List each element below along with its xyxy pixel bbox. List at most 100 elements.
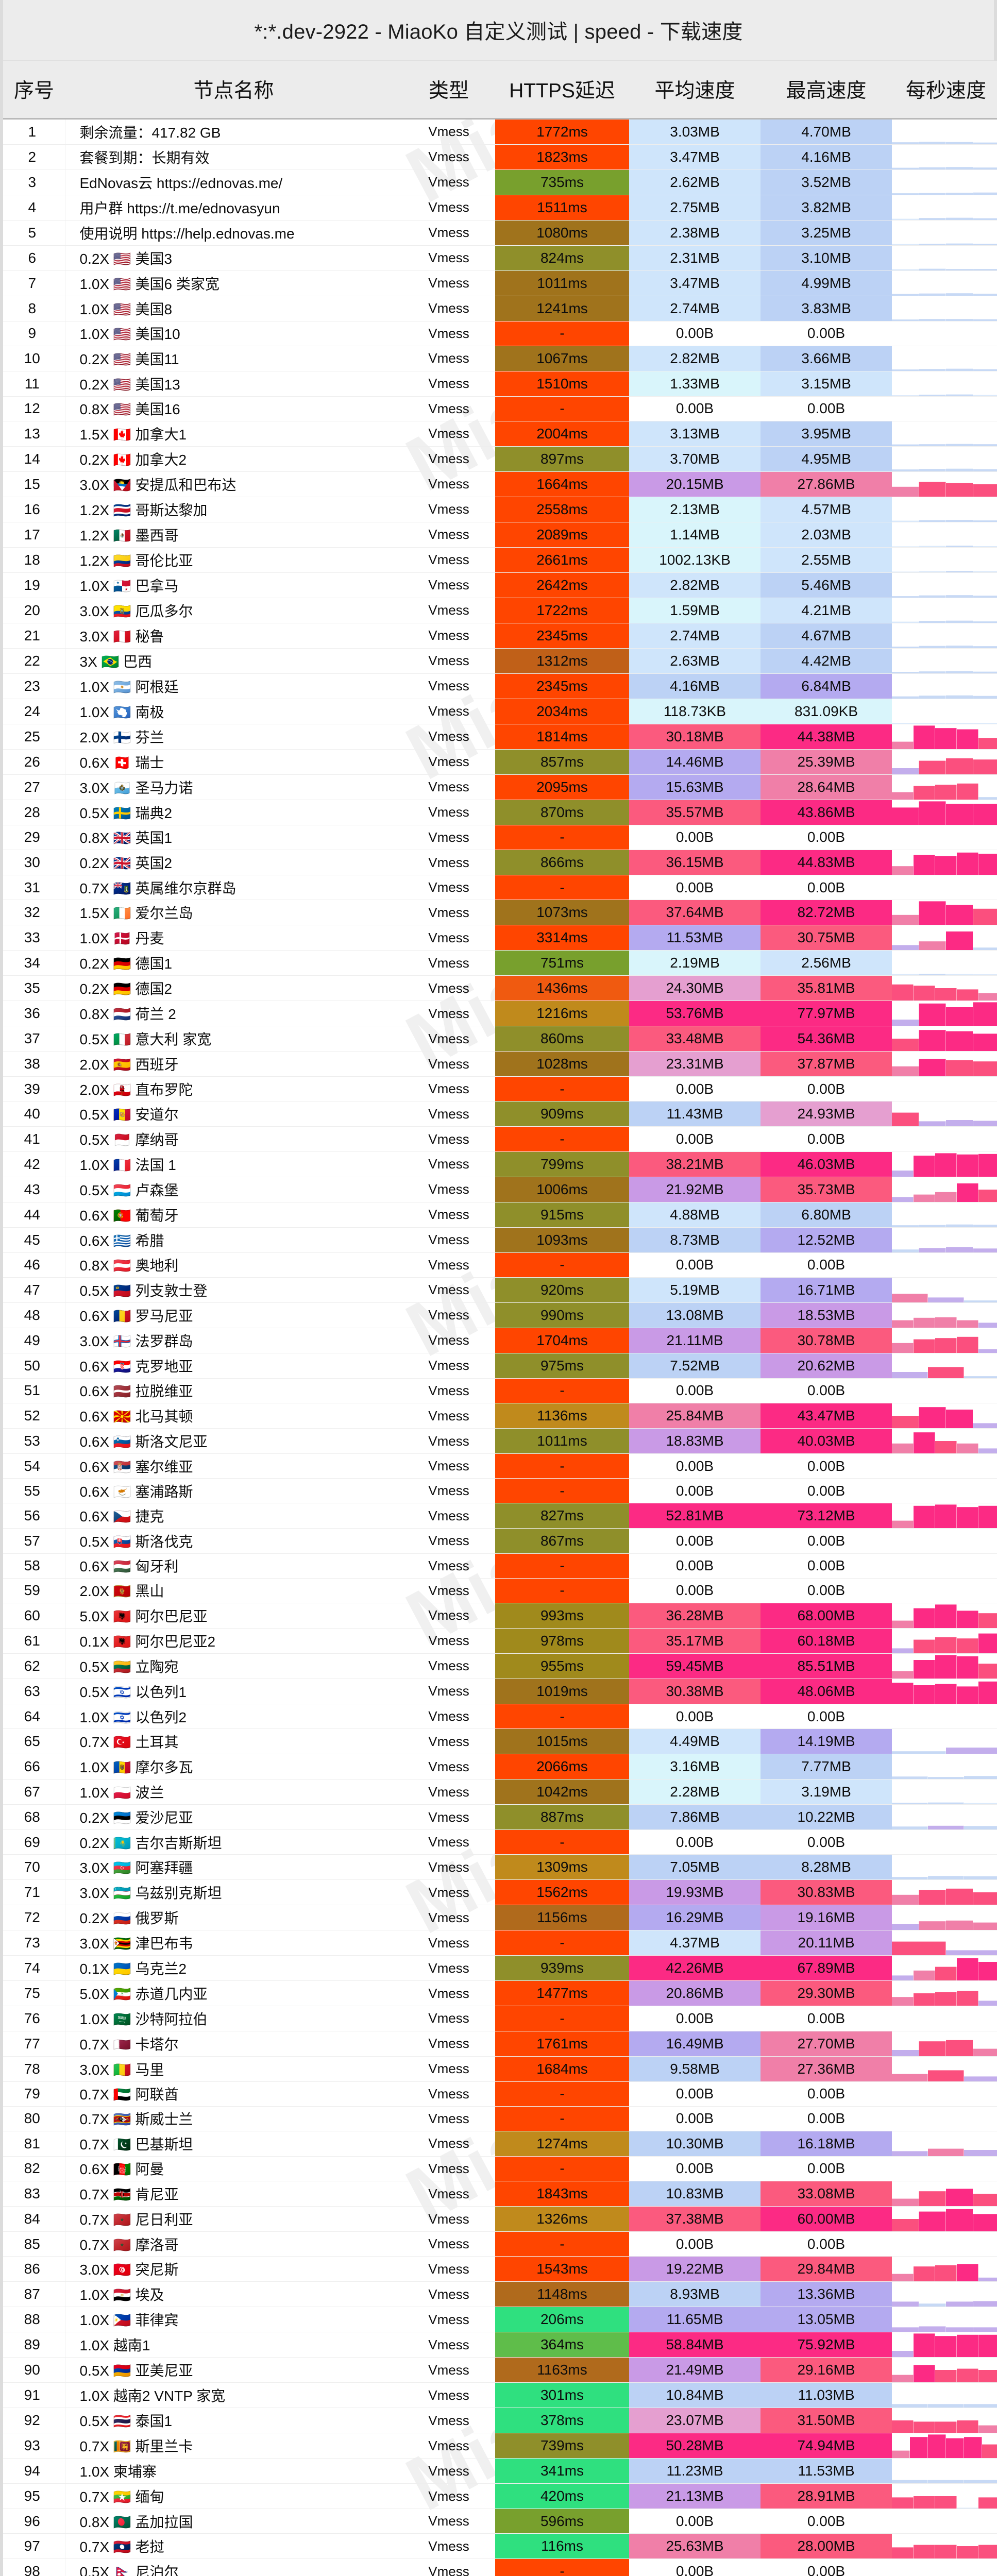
table-row[interactable]: 60 5.0X 🇦🇱 阿尔巴尼亚 Vmess 993ms 36.28MB 68.00MB bbox=[3, 1603, 997, 1629]
node-name[interactable]: 0.7X 🇰🇪 肯尼亚 bbox=[64, 2181, 402, 2207]
table-row[interactable]: 59 2.0X 🇲🇪 黑山 Vmess -0.00B 0.00B bbox=[3, 1578, 997, 1603]
node-name[interactable]: 用户群 https://t.me/ednovasyun bbox=[64, 195, 402, 221]
node-name[interactable]: 1.0X 越南2 VNTP 家宽 bbox=[64, 2382, 402, 2409]
table-row[interactable]: 40 0.5X 🇦🇩 安道尔 Vmess 909ms 11.43MB 24.93MB bbox=[3, 1101, 997, 1127]
node-name[interactable]: 1.0X 柬埔寨 bbox=[64, 2458, 402, 2484]
table-row[interactable]: 92 0.5X 🇹🇭 泰国1 Vmess 378ms 23.07MB 31.50MB bbox=[3, 2408, 997, 2434]
table-row[interactable]: 61 0.1X 🇦🇱 阿尔巴尼亚2 Vmess 978ms 35.17MB 60.18MB bbox=[3, 1628, 997, 1654]
node-name[interactable]: 5.0X 🇬🇶 赤道几内亚 bbox=[64, 1980, 402, 2007]
node-name[interactable]: 0.7X 🇶🇦 卡塔尔 bbox=[64, 2031, 402, 2057]
col-index[interactable]: 序号 bbox=[3, 61, 65, 120]
table-row[interactable]: 64 1.0X 🇮🇱 以色列2 Vmess -0.00B 0.00B bbox=[3, 1704, 997, 1730]
node-name[interactable]: 0.6X 🇨🇭 瑞士 bbox=[64, 749, 402, 775]
table-row[interactable]: 89 1.0X 越南1 Vmess 364ms 58.84MB 75.92MB bbox=[3, 2332, 997, 2358]
table-row[interactable]: 85 0.7X 🇲🇦 摩洛哥 Vmess -0.00B 0.00B bbox=[3, 2231, 997, 2257]
table-row[interactable]: 43 0.5X 🇱🇺 卢森堡 Vmess 1006ms 21.92MB 35.73MB bbox=[3, 1177, 997, 1202]
table-row[interactable]: 2 套餐到期：长期有效 Vmess 1823ms 3.47MB 4.16MB bbox=[3, 144, 997, 170]
node-name[interactable]: 5.0X 🇦🇱 阿尔巴尼亚 bbox=[64, 1603, 402, 1629]
table-row[interactable]: 6 0.2X 🇺🇸 美国3 Vmess 824ms 2.31MB 3.10MB bbox=[3, 245, 997, 271]
node-name[interactable]: 0.8X 🇬🇧 英国1 bbox=[64, 825, 402, 851]
table-row[interactable]: 12 0.8X 🇺🇸 美国16 Vmess -0.00B 0.00B bbox=[3, 396, 997, 421]
table-row[interactable]: 52 0.6X 🇲🇰 北马其顿 Vmess 1136ms 25.84MB 43.47MB bbox=[3, 1403, 997, 1429]
table-row[interactable]: 13 1.5X 🇨🇦 加拿大1 Vmess 2004ms 3.13MB 3.95MB bbox=[3, 421, 997, 447]
node-name[interactable]: 1.0X 🇵🇭 菲律宾 bbox=[64, 2307, 402, 2333]
table-row[interactable]: 42 1.0X 🇫🇷 法国 1 Vmess 799ms 38.21MB 46.03MB bbox=[3, 1151, 997, 1177]
table-row[interactable]: 7 1.0X 🇺🇸 美国6 类家宽 Vmess 1011ms 3.47MB 4.99MB bbox=[3, 270, 997, 296]
node-name[interactable]: 0.7X 🇱🇦 老挝 bbox=[64, 2533, 402, 2560]
table-row[interactable]: 28 0.5X 🇸🇪 瑞典2 Vmess 870ms 35.57MB 43.86MB bbox=[3, 800, 997, 825]
table-row[interactable]: 8 1.0X 🇺🇸 美国8 Vmess 1241ms 2.74MB 3.83MB bbox=[3, 296, 997, 321]
table-row[interactable]: 11 0.2X 🇺🇸 美国13 Vmess 1510ms 1.33MB 3.15MB bbox=[3, 371, 997, 397]
node-name[interactable]: 0.6X 🇬🇷 希腊 bbox=[64, 1227, 402, 1253]
node-name[interactable]: EdNovas云 https://ednovas.me/ bbox=[64, 170, 402, 195]
node-name[interactable]: 0.5X 🇮🇹 意大利 家宽 bbox=[64, 1026, 402, 1052]
node-name[interactable]: 1.0X 🇵🇦 巴拿马 bbox=[64, 572, 402, 598]
table-row[interactable]: 34 0.2X 🇩🇪 德国1 Vmess 751ms 2.19MB 2.56MB bbox=[3, 950, 997, 976]
table-row[interactable]: 25 2.0X 🇫🇮 芬兰 Vmess 1814ms 30.18MB 44.38MB bbox=[3, 724, 997, 750]
table-row[interactable]: 37 0.5X 🇮🇹 意大利 家宽 Vmess 860ms 33.48MB 54.36MB bbox=[3, 1026, 997, 1052]
node-name[interactable]: 0.7X 🇲🇦 尼日利亚 bbox=[64, 2206, 402, 2232]
table-row[interactable]: 53 0.6X 🇸🇮 斯洛文尼亚 Vmess 1011ms 18.83MB 40.03MB bbox=[3, 1428, 997, 1454]
node-name[interactable]: 0.2X 🇪🇪 爱沙尼亚 bbox=[64, 1804, 402, 1831]
node-name[interactable]: 0.7X 🇱🇰 斯里兰卡 bbox=[64, 2433, 402, 2459]
node-name[interactable]: 0.7X 🇹🇷 土耳其 bbox=[64, 1728, 402, 1755]
node-name[interactable]: 0.8X 🇺🇸 美国16 bbox=[64, 396, 402, 421]
node-name[interactable]: 0.5X 🇹🇭 泰国1 bbox=[64, 2408, 402, 2434]
table-row[interactable]: 50 0.6X 🇭🇷 克罗地亚 Vmess 975ms 7.52MB 20.62MB bbox=[3, 1353, 997, 1379]
table-row[interactable]: 78 3.0X 🇲🇱 马里 Vmess 1684ms 9.58MB 27.36MB bbox=[3, 2056, 997, 2082]
table-row[interactable]: 35 0.2X 🇩🇪 德国2 Vmess 1436ms 24.30MB 35.81MB bbox=[3, 975, 997, 1002]
node-name[interactable]: 0.2X 🇺🇸 美国13 bbox=[64, 371, 402, 397]
node-name[interactable]: 2.0X 🇫🇮 芬兰 bbox=[64, 724, 402, 750]
node-name[interactable]: 1.0X 🇫🇷 法国 1 bbox=[64, 1151, 402, 1177]
table-row[interactable]: 93 0.7X 🇱🇰 斯里兰卡 Vmess 739ms 50.28MB 74.94MB bbox=[3, 2433, 997, 2459]
node-name[interactable]: 0.6X 🇸🇮 斯洛文尼亚 bbox=[64, 1428, 402, 1454]
table-row[interactable]: 57 0.5X 🇸🇰 斯洛伐克 Vmess 867ms 0.00B 0.00B bbox=[3, 1528, 997, 1554]
node-name[interactable]: 3.0X 🇹🇳 突尼斯 bbox=[64, 2256, 402, 2282]
node-name[interactable]: 3.0X 🇵🇪 秘鲁 bbox=[64, 623, 402, 649]
table-row[interactable]: 63 0.5X 🇮🇱 以色列1 Vmess 1019ms 30.38MB 48.06MB bbox=[3, 1679, 997, 1704]
node-name[interactable]: 1.5X 🇨🇦 加拿大1 bbox=[64, 421, 402, 447]
node-name[interactable]: 0.6X 🇲🇰 北马其顿 bbox=[64, 1403, 402, 1429]
node-name[interactable]: 0.6X 🇨🇾 塞浦路斯 bbox=[64, 1478, 402, 1504]
node-name[interactable]: 0.5X 🇲🇨 摩纳哥 bbox=[64, 1126, 402, 1152]
node-name[interactable]: 3.0X 🇦🇬 安提瓜和巴布达 bbox=[64, 471, 402, 497]
node-name[interactable]: 1.0X 越南1 bbox=[64, 2332, 402, 2358]
table-row[interactable]: 66 1.0X 🇲🇩 摩尔多瓦 Vmess 2066ms 3.16MB 7.77MB bbox=[3, 1754, 997, 1780]
node-name[interactable]: 3.0X 🇿🇼 津巴布韦 bbox=[64, 1930, 402, 1956]
table-row[interactable]: 83 0.7X 🇰🇪 肯尼亚 Vmess 1843ms 10.83MB 33.08MB bbox=[3, 2181, 997, 2207]
table-row[interactable]: 96 0.8X 🇧🇩 孟加拉国 Vmess 596ms 0.00B 0.00B bbox=[3, 2509, 997, 2534]
table-row[interactable]: 79 0.7X 🇦🇪 阿联酋 Vmess -0.00B 0.00B bbox=[3, 2081, 997, 2107]
node-name[interactable]: 3.0X 🇦🇿 阿塞拜疆 bbox=[64, 1854, 402, 1880]
table-row[interactable]: 9 1.0X 🇺🇸 美国10 Vmess -0.00B 0.00B bbox=[3, 321, 997, 346]
node-name[interactable]: 0.7X 🇵🇰 巴基斯坦 bbox=[64, 2131, 402, 2157]
node-name[interactable]: 1.2X 🇨🇷 哥斯达黎加 bbox=[64, 497, 402, 522]
node-name[interactable]: 0.1X 🇺🇦 乌克兰2 bbox=[64, 1955, 402, 1981]
node-name[interactable]: 0.7X 🇲🇲 缅甸 bbox=[64, 2483, 402, 2510]
table-row[interactable]: 17 1.2X 🇲🇽 墨西哥 Vmess 2089ms 1.14MB 2.03MB bbox=[3, 522, 997, 548]
node-name[interactable]: 0.6X 🇭🇷 克罗地亚 bbox=[64, 1353, 402, 1379]
table-row[interactable]: 90 0.5X 🇦🇲 亚美尼亚 Vmess 1163ms 21.49MB 29.16MB bbox=[3, 2357, 997, 2383]
node-name[interactable]: 1.0X 🇺🇸 美国8 bbox=[64, 296, 402, 321]
table-row[interactable]: 74 0.1X 🇺🇦 乌克兰2 Vmess 939ms 42.26MB 67.89MB bbox=[3, 1955, 997, 1981]
node-name[interactable]: 1.5X 🇮🇪 爱尔兰岛 bbox=[64, 900, 402, 926]
node-name[interactable]: 1.0X 🇲🇩 摩尔多瓦 bbox=[64, 1754, 402, 1780]
col-max[interactable]: 最高速度 bbox=[761, 61, 892, 120]
table-row[interactable]: 1 剩余流量：417.82 GB Vmess 1772ms 3.03MB 4.70MB bbox=[3, 118, 997, 145]
table-row[interactable]: 49 3.0X 🇫🇴 法罗群岛 Vmess 1704ms 21.11MB 30.78MB bbox=[3, 1328, 997, 1353]
col-type[interactable]: 类型 bbox=[402, 61, 495, 120]
table-row[interactable]: 51 0.6X 🇱🇻 拉脱维亚 Vmess -0.00B 0.00B bbox=[3, 1378, 997, 1404]
table-row[interactable]: 47 0.5X 🇱🇮 列支敦士登 Vmess 920ms 5.19MB 16.71MB bbox=[3, 1277, 997, 1303]
node-name[interactable]: 3.0X 🇪🇨 厄瓜多尔 bbox=[64, 598, 402, 623]
node-name[interactable]: 0.6X 🇷🇴 罗马尼亚 bbox=[64, 1302, 402, 1328]
table-row[interactable]: 65 0.7X 🇹🇷 土耳其 Vmess 1015ms 4.49MB 14.19MB bbox=[3, 1728, 997, 1755]
node-name[interactable]: 使用说明 https://help.ednovas.me bbox=[64, 220, 402, 246]
table-row[interactable]: 30 0.2X 🇬🇧 英国2 Vmess 866ms 36.15MB 44.83MB bbox=[3, 850, 997, 876]
table-row[interactable]: 88 1.0X 🇵🇭 菲律宾 Vmess 206ms 11.65MB 13.05MB bbox=[3, 2307, 997, 2333]
node-name[interactable]: 0.5X 🇳🇵 尼泊尔 bbox=[64, 2558, 402, 2576]
node-name[interactable]: 1.0X 🇩🇰 丹麦 bbox=[64, 925, 402, 951]
table-row[interactable]: 58 0.6X 🇭🇺 匈牙利 Vmess -0.00B 0.00B bbox=[3, 1553, 997, 1579]
node-name[interactable]: 2.0X 🇬🇮 直布罗陀 bbox=[64, 1076, 402, 1102]
table-row[interactable]: 76 1.0X 🇸🇦 沙特阿拉伯 Vmess -0.00B 0.00B bbox=[3, 2006, 997, 2031]
node-name[interactable]: 0.2X 🇩🇪 德国2 bbox=[64, 975, 402, 1002]
node-name[interactable]: 0.2X 🇷🇺 俄罗斯 bbox=[64, 1905, 402, 1931]
